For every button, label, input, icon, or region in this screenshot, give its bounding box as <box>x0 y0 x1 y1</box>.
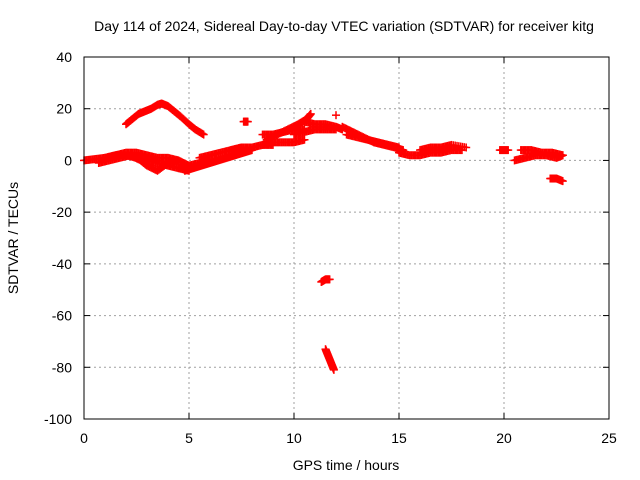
y-tick-label: -40 <box>52 256 72 272</box>
plot-frame <box>83 56 610 420</box>
data-point <box>558 177 567 186</box>
y-tick-label: -60 <box>52 308 72 324</box>
x-tick-label: 25 <box>601 430 617 446</box>
x-tick-label: 10 <box>286 430 302 446</box>
series-arc-24 <box>516 146 567 160</box>
series-arc-15 <box>332 111 340 120</box>
series-arc-21 <box>416 140 471 155</box>
series-arc-25 <box>546 174 567 186</box>
data-point <box>329 365 338 374</box>
data-point <box>300 135 309 144</box>
data-point <box>199 130 208 139</box>
series-arc-8 <box>239 117 252 126</box>
y-axis-label: SDTVAR / TECUs <box>5 182 21 294</box>
x-tick-label: 5 <box>185 430 193 446</box>
series-arc-3 <box>101 148 183 165</box>
y-tick-label: -20 <box>52 204 72 220</box>
series-layer <box>80 99 567 374</box>
data-point <box>325 275 334 284</box>
y-tick-label: -80 <box>52 359 72 375</box>
y-tick-label: 20 <box>56 101 72 117</box>
data-point <box>558 151 567 160</box>
data-point <box>174 156 183 165</box>
x-tick-label: 20 <box>496 430 512 446</box>
series-arc-22 <box>495 146 513 155</box>
x-tick-label: 0 <box>80 430 88 446</box>
chart-title: Day 114 of 2024, Sidereal Day-to-day VTE… <box>94 18 594 34</box>
y-tick-label: -100 <box>44 411 72 427</box>
x-axis-label: GPS time / hours <box>293 457 400 473</box>
data-point <box>504 146 513 155</box>
y-tick-label: 40 <box>56 49 72 65</box>
y-tick-label: 0 <box>64 152 72 168</box>
data-point <box>243 117 252 126</box>
tick-layer: 0 5 10 15 20 25 -100 -80 -60 -40 -20 0 20 40 <box>44 49 617 446</box>
x-tick-label: 15 <box>391 430 407 446</box>
data-point <box>306 109 315 118</box>
data-point <box>462 143 471 152</box>
series-arc-4 <box>122 99 208 139</box>
series-arc-17 <box>321 345 338 374</box>
data-point <box>332 111 340 120</box>
series-arc-19 <box>342 130 403 152</box>
series-arc-16 <box>317 275 334 286</box>
grid-layer <box>84 57 609 419</box>
